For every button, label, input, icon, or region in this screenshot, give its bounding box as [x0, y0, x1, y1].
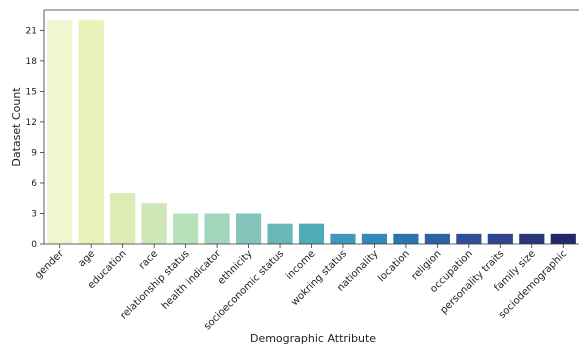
bar-race	[141, 203, 167, 244]
bar-education	[110, 193, 136, 244]
bar-ethnicity	[235, 213, 262, 244]
bar-socioeconomic-status	[267, 223, 293, 244]
y-tick-label: 9	[31, 148, 37, 158]
x-tick-label: race	[137, 248, 160, 271]
y-tick-label: 12	[26, 118, 37, 128]
bar-nationality	[361, 233, 388, 244]
y-tick-label: 18	[26, 57, 38, 67]
y-tick-label: 6	[31, 179, 37, 189]
bar-health-indicator	[204, 213, 230, 244]
bar-wokring-status	[330, 233, 356, 244]
bar-occupation	[456, 233, 482, 244]
y-axis-label: Dataset Count	[10, 87, 23, 167]
y-axis: 0 3 6 9 12 15 18 21	[26, 26, 44, 250]
x-tick-label: location	[376, 248, 412, 284]
y-tick-label: 21	[26, 26, 37, 36]
bar-income	[298, 223, 325, 244]
bar-religion	[424, 233, 450, 244]
x-tick-label: wokring status	[289, 248, 349, 308]
bar-location	[393, 233, 419, 244]
bar-age	[78, 20, 104, 245]
bars-group	[47, 20, 576, 245]
x-tick-label: gender	[33, 248, 66, 281]
bar-sociodemographic	[550, 233, 576, 244]
bar-personality-traits	[487, 233, 513, 244]
x-tick-label: health indicator	[160, 248, 224, 312]
y-tick-label: 0	[31, 240, 37, 250]
bar-gender	[47, 20, 73, 245]
bar-family-size	[519, 233, 545, 244]
bar-relationship-status	[173, 213, 199, 244]
x-axis-label: Demographic Attribute	[250, 332, 376, 345]
y-tick-label: 3	[31, 209, 37, 219]
y-tick-label: 15	[26, 87, 37, 97]
x-tick-label: age	[76, 248, 97, 269]
